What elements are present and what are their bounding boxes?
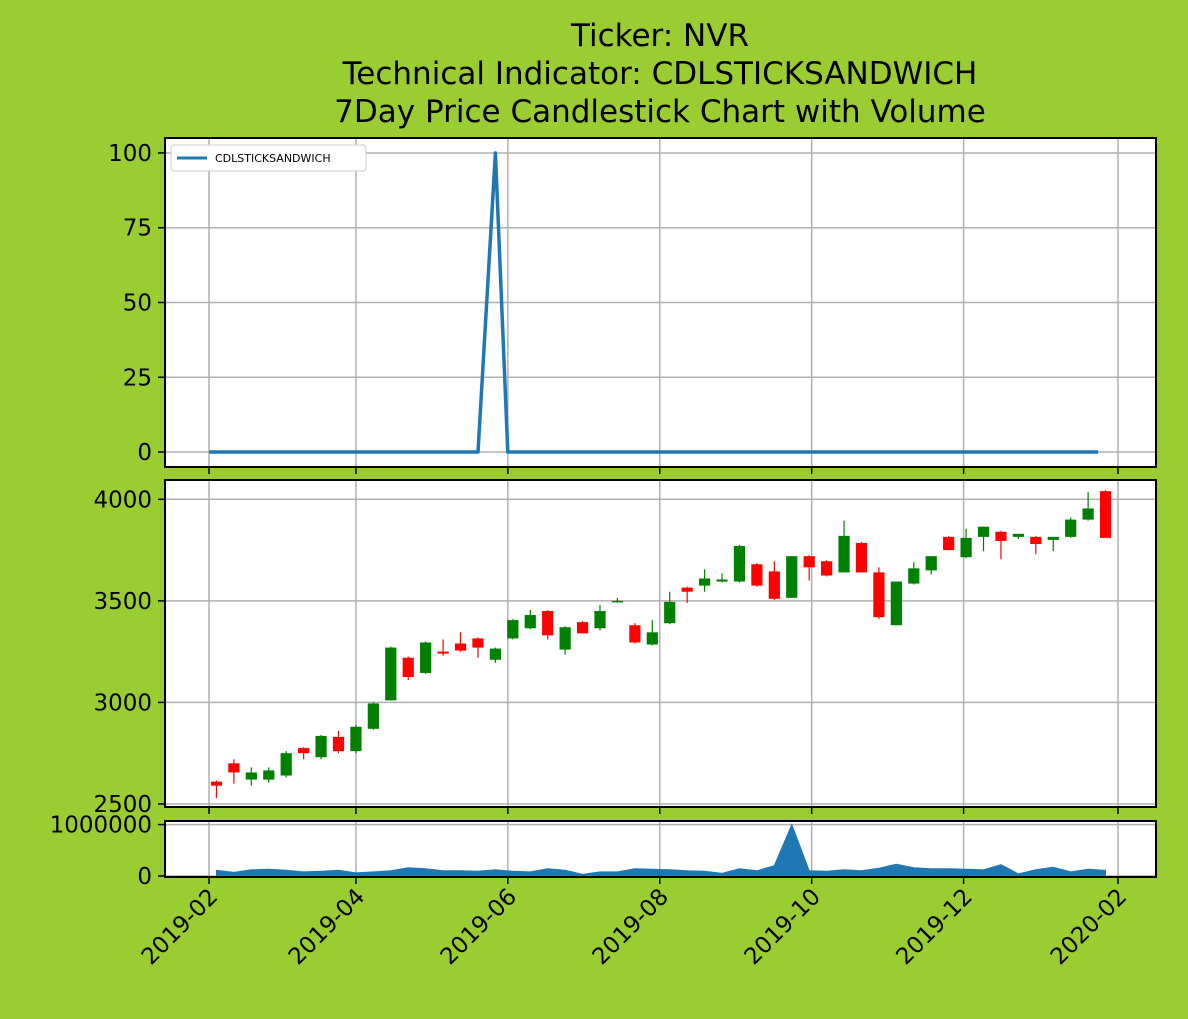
candle-body-7	[332, 736, 345, 752]
indicator-legend: CDLSTICKSANDWICH	[170, 144, 367, 172]
y-tick-label-2: 50	[123, 291, 152, 317]
candle-body-51	[1099, 491, 1112, 538]
candle-body-9	[367, 703, 379, 729]
candle-body-46	[1012, 533, 1024, 537]
price-grid	[165, 480, 1156, 807]
candle-body-1	[228, 763, 240, 773]
y-tick-label-0: 2500	[93, 792, 152, 818]
candle-body-17	[507, 620, 519, 639]
candle-body-32	[768, 571, 780, 599]
candle-body-41	[925, 556, 937, 571]
candle-body-29	[716, 579, 728, 582]
candle-body-12	[420, 642, 432, 673]
candle-body-11	[402, 657, 414, 678]
candle-body-18	[524, 615, 536, 629]
candle-body-33	[786, 556, 798, 598]
legend-box	[170, 144, 367, 172]
candle-body-30	[733, 546, 746, 582]
y-tick-label-3: 75	[123, 216, 152, 242]
title-line-1: Ticker: NVR	[570, 18, 749, 54]
candle-body-16	[489, 648, 502, 660]
indicator-plot	[209, 151, 1099, 454]
price-panel: 2500 3000 3500 4000	[93, 479, 1157, 818]
price-y-ticks: 2500 3000 3500 4000	[93, 487, 1119, 818]
y-tick-label-2: 3500	[93, 589, 152, 615]
volume-area-fill	[216, 823, 1106, 877]
candle-body-49	[1065, 519, 1077, 537]
indicator-panel: 0 25 50 75 100 CDLSTICKSANDWICH	[108, 137, 1157, 474]
candle-body-42	[943, 536, 955, 551]
candle-body-38	[873, 572, 885, 618]
candle-body-36	[838, 535, 850, 573]
candle-body-3	[263, 770, 275, 780]
candle-body-21	[576, 622, 589, 634]
candle-body-2	[245, 772, 257, 780]
volume-y-ticks: 0 1000000	[50, 813, 1119, 890]
title-line-3: 7Day Price Candlestick Chart with Volume	[334, 94, 986, 130]
y-tick-label-4: 100	[108, 141, 152, 167]
legend-label: CDLSTICKSANDWICH	[215, 152, 331, 165]
candle-body-24	[629, 625, 641, 643]
candle-body-10	[385, 647, 397, 701]
candle-body-5	[298, 748, 310, 754]
candle-body-26	[664, 601, 676, 624]
candle-body-13	[437, 651, 449, 654]
candle-body-8	[350, 726, 362, 752]
candle-body-37	[855, 542, 868, 573]
candle-body-0	[210, 781, 223, 786]
candle-body-6	[315, 735, 327, 758]
title-line-2: Technical Indicator: CDLSTICKSANDWICH	[342, 56, 978, 92]
candle-body-22	[594, 611, 606, 629]
candle-body-45	[995, 531, 1007, 541]
candle-body-25	[646, 632, 658, 645]
y-tick-label-3: 4000	[93, 487, 152, 513]
candle-body-28	[698, 578, 711, 586]
volume-area	[216, 823, 1106, 877]
y-tick-label-1: 25	[123, 365, 152, 391]
candle-body-43	[960, 537, 972, 558]
candle-body-47	[1030, 536, 1042, 544]
y-tick-label-0: 0	[137, 440, 152, 466]
y-tick-label-1: 1000000	[50, 813, 152, 839]
candle-body-39	[890, 581, 902, 626]
candle-body-44	[977, 526, 990, 537]
price-candles	[210, 490, 1112, 798]
candle-body-4	[280, 753, 292, 776]
y-tick-label-1: 3000	[93, 690, 152, 716]
candle-body-20	[559, 627, 571, 650]
candle-body-34	[803, 556, 815, 568]
indicator-y-ticks: 0 25 50 75 100	[108, 141, 1119, 474]
candle-body-48	[1047, 536, 1059, 540]
candle-body-35	[821, 561, 833, 576]
candle-body-23	[611, 600, 624, 603]
indicator-series-line	[209, 151, 1099, 454]
candle-body-27	[681, 587, 693, 592]
candle-body-19	[542, 611, 554, 636]
candle-body-40	[908, 568, 920, 584]
y-tick-label-0: 0	[137, 864, 152, 890]
candle-body-14	[454, 643, 467, 651]
candle-body-15	[472, 638, 484, 648]
candle-body-31	[751, 564, 763, 586]
candle-body-50	[1082, 508, 1094, 520]
